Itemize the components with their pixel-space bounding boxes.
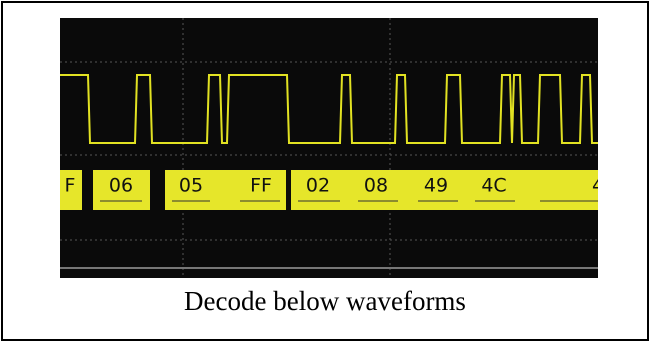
decoded-byte: 4C: [481, 175, 506, 197]
decoded-byte: 02: [306, 175, 330, 197]
decoded-byte: FF: [250, 175, 272, 197]
figure: F 06 05 FF 02 08 49 4C 4 Decode below wa…: [0, 0, 651, 343]
decoded-byte: 49: [424, 175, 448, 197]
decoded-byte: F: [65, 175, 76, 197]
decoded-byte: 08: [364, 175, 388, 197]
scope-background: [60, 18, 598, 278]
caption: Decode below waveforms: [184, 286, 466, 316]
scope-screen: F 06 05 FF 02 08 49 4C 4: [58, 18, 604, 278]
decoded-byte: 05: [179, 175, 203, 197]
decoded-byte: 06: [109, 175, 133, 197]
